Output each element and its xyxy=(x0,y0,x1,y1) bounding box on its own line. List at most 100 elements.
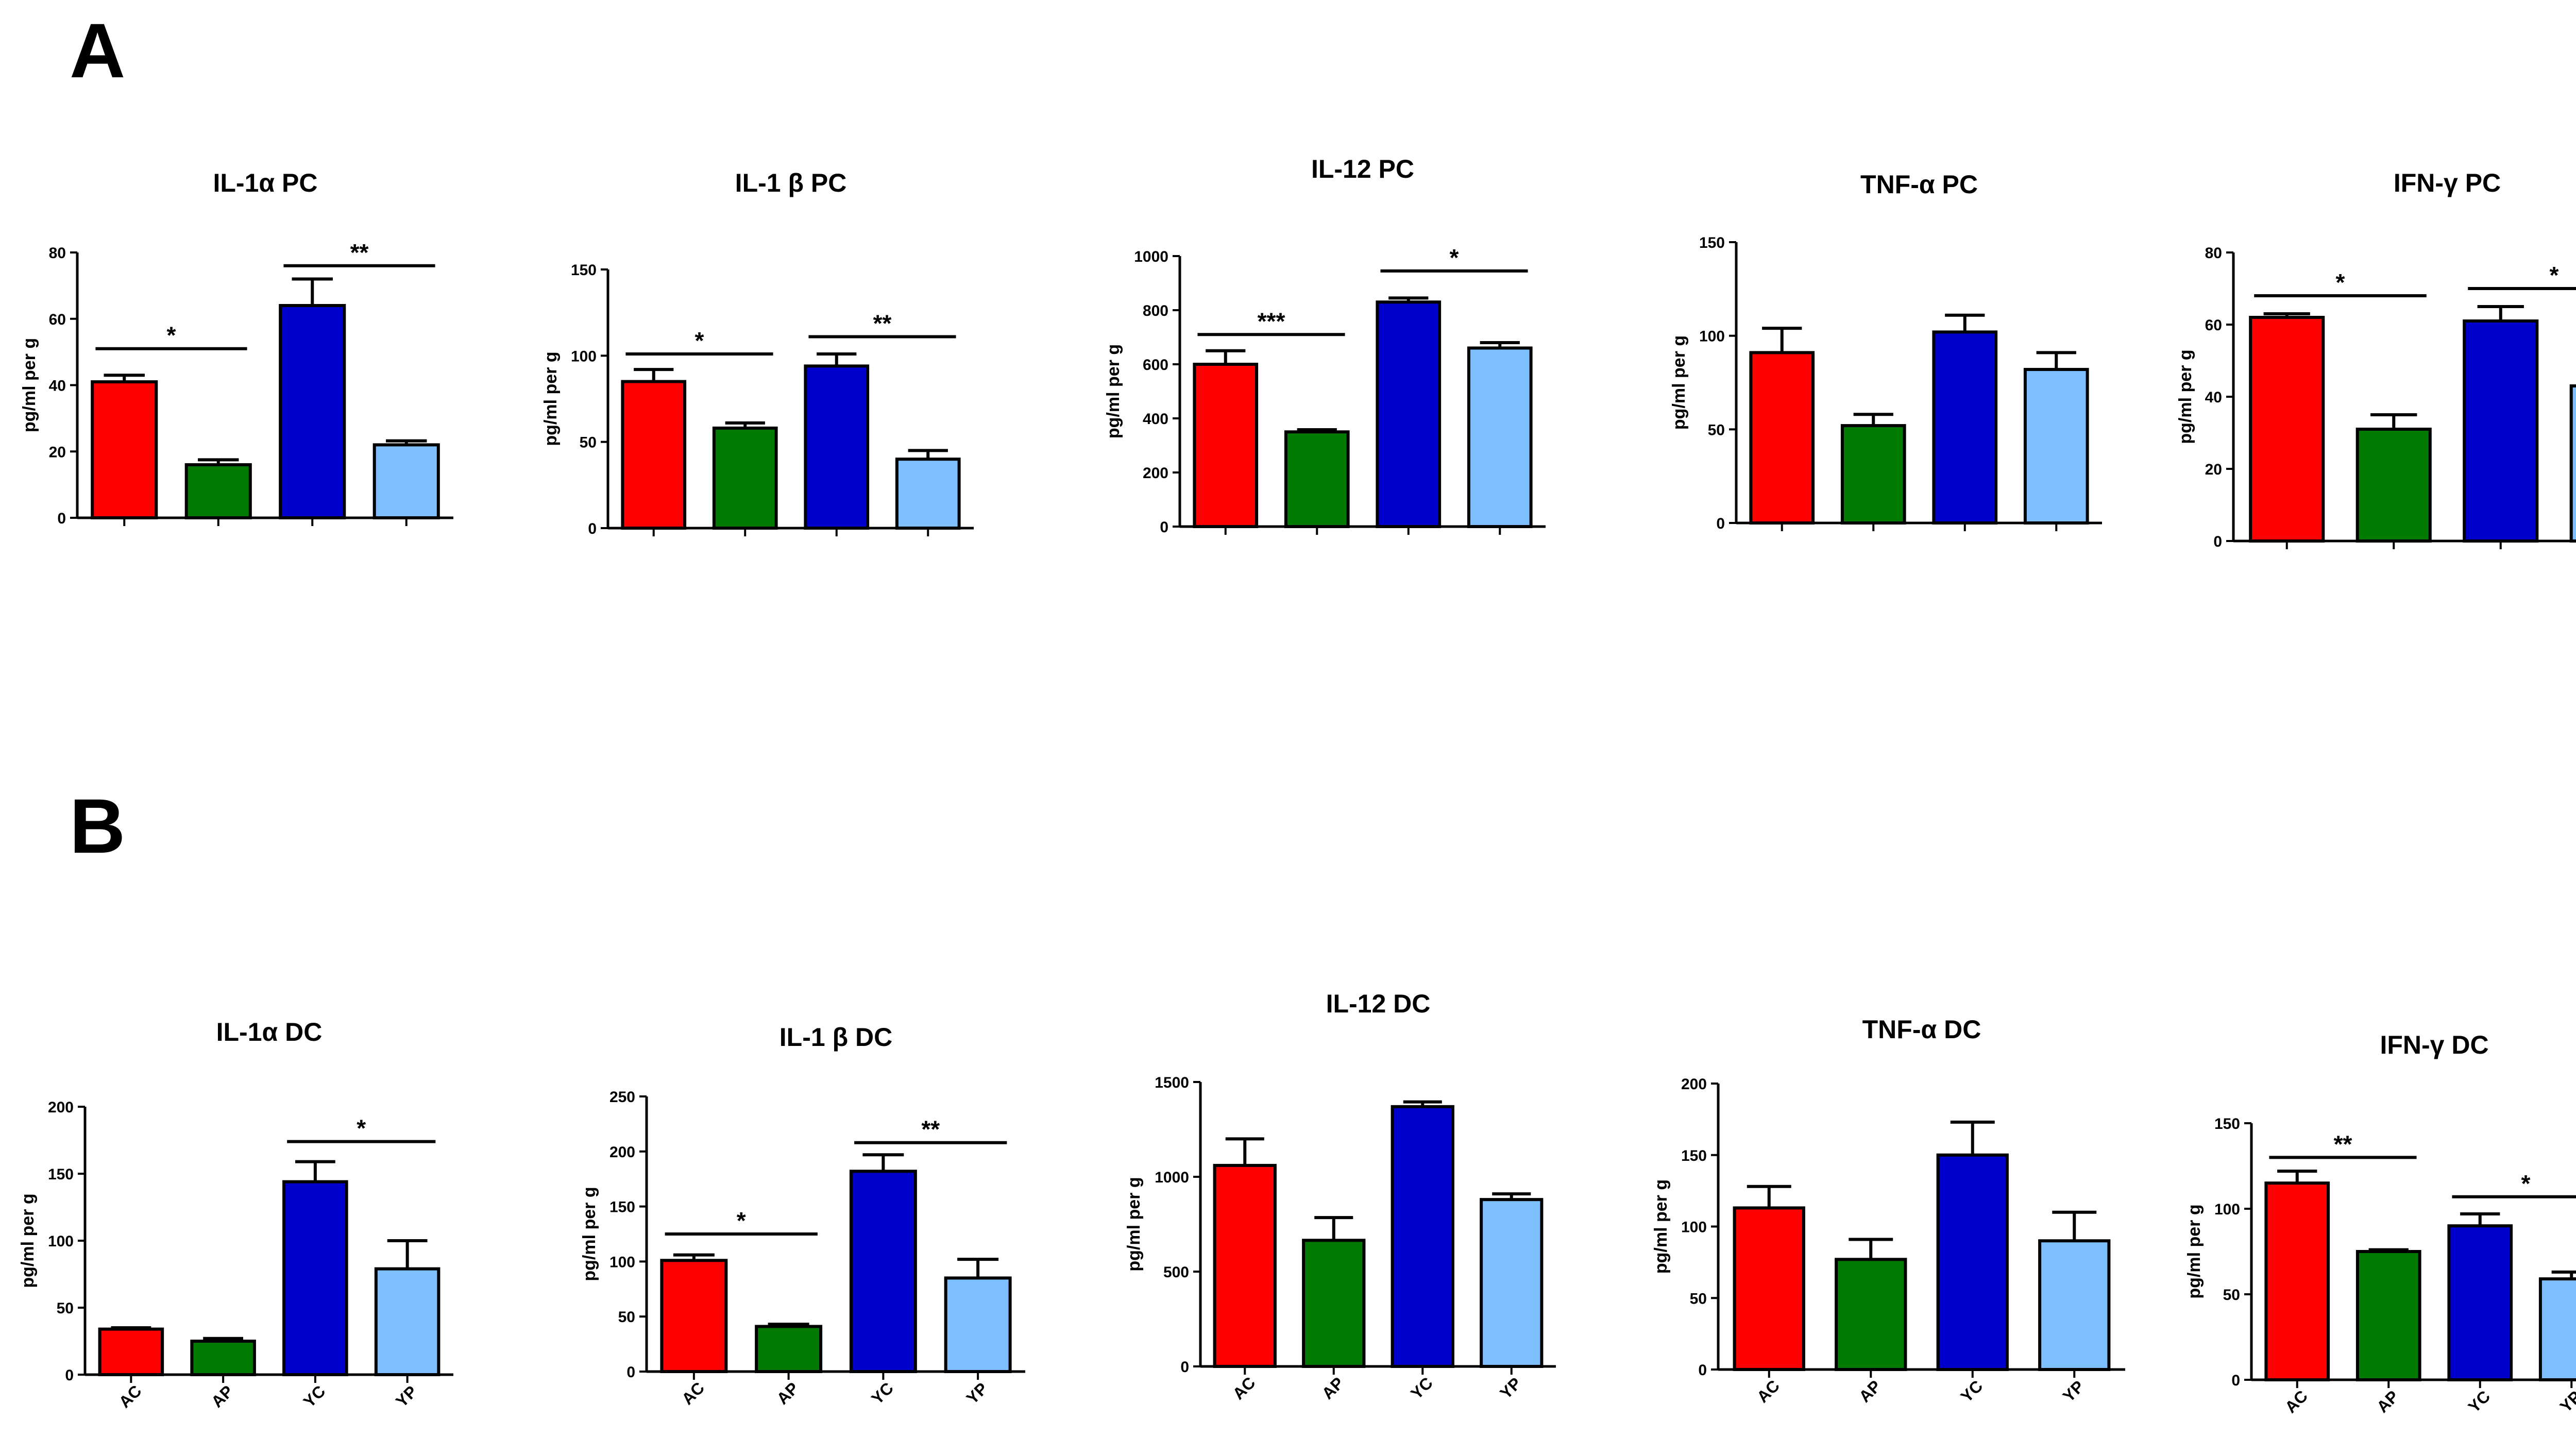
y-tick-label: 400 xyxy=(1143,411,1168,428)
x-category-label: YC xyxy=(1957,1377,1987,1406)
x-category-label: AC xyxy=(2281,1387,2311,1416)
y-tick-label: 0 xyxy=(1160,519,1168,536)
y-tick-label: 0 xyxy=(1698,1362,1707,1379)
chart-title: IL-1α DC xyxy=(216,1018,323,1046)
significance-label: ** xyxy=(873,310,892,337)
y-tick-label: 1000 xyxy=(1155,1169,1189,1186)
bar-ac xyxy=(98,1327,164,1377)
y-tick-label: 50 xyxy=(618,1309,635,1326)
chart-title: IL-1 β PC xyxy=(735,168,847,197)
x-category-label: AP xyxy=(773,1379,802,1408)
bar-ap xyxy=(184,463,252,519)
significance-label: *** xyxy=(1258,308,1285,334)
y-tick-label: 100 xyxy=(2214,1201,2240,1218)
y-tick-label: 100 xyxy=(1681,1219,1707,1236)
bar-ap xyxy=(1835,1258,1907,1371)
significance-label: * xyxy=(357,1115,366,1142)
bar-ap xyxy=(1840,424,1906,525)
y-axis-label: pg/ml per g xyxy=(580,1187,599,1281)
chart-title: IL-12 DC xyxy=(1326,989,1431,1018)
x-category-label: YP xyxy=(963,1379,992,1408)
x-category-label: AP xyxy=(2373,1387,2402,1416)
y-axis-label: pg/ml per g xyxy=(1669,335,1689,430)
y-tick-label: 250 xyxy=(609,1089,635,1106)
significance-label: ** xyxy=(2334,1130,2352,1157)
x-category-label: AC xyxy=(1229,1373,1259,1403)
significance-label: * xyxy=(1450,244,1459,271)
chart-title: TNF-α PC xyxy=(1860,170,1978,199)
x-category-label: AP xyxy=(1318,1374,1348,1403)
chart-title: IFN-γ PC xyxy=(2394,168,2501,197)
y-tick-label: 60 xyxy=(49,311,66,328)
bar-ap xyxy=(1302,1239,1366,1368)
bar-ac xyxy=(2249,316,2325,543)
y-axis-label: pg/ml per g xyxy=(1124,1177,1144,1271)
y-tick-label: 50 xyxy=(1690,1290,1707,1307)
y-tick-label: 40 xyxy=(2205,389,2222,406)
significance-label: * xyxy=(2521,1170,2531,1197)
y-tick-label: 50 xyxy=(580,434,597,451)
chart-9: TNF-α DC 0 50 100 150 200 pg/ml per g AC AP YC YP xyxy=(1651,1015,2125,1406)
significance-label: * xyxy=(695,327,704,354)
x-category-label: YC xyxy=(1407,1374,1436,1403)
y-tick-label: 150 xyxy=(571,262,597,279)
y-tick-label: 20 xyxy=(49,444,66,461)
bar-ac xyxy=(1749,351,1815,525)
bar-yc xyxy=(282,1180,348,1377)
bar-yc xyxy=(1391,1105,1454,1368)
chart-title: IL-1α PC xyxy=(213,168,318,197)
y-tick-label: 150 xyxy=(2214,1115,2240,1132)
x-category-label: AC xyxy=(678,1378,708,1408)
bar-yp xyxy=(2038,1239,2111,1371)
y-tick-label: 0 xyxy=(57,510,66,527)
y-axis-label: pg/ml per g xyxy=(541,351,561,446)
y-tick-label: 500 xyxy=(1163,1264,1189,1281)
significance-label: ** xyxy=(350,239,369,266)
y-tick-label: 200 xyxy=(1143,465,1168,482)
y-tick-label: 0 xyxy=(2231,1372,2240,1389)
panel-letter-a: A xyxy=(70,7,125,94)
chart-5: IFN-γ PC 0 20 40 60 80 pg/ml per g * * xyxy=(2176,168,2576,550)
chart-title: IL-12 PC xyxy=(1311,155,1414,183)
bar-yc xyxy=(279,304,346,519)
y-tick-label: 60 xyxy=(2205,317,2222,334)
y-tick-label: 200 xyxy=(609,1144,635,1161)
bar-yc xyxy=(804,364,870,530)
significance-label: * xyxy=(2550,262,2559,289)
y-tick-label: 800 xyxy=(1143,302,1168,319)
bar-yc xyxy=(1376,300,1442,528)
bar-ap xyxy=(2355,1250,2421,1381)
chart-6: IL-1α DC 0 50 100 150 200 pg/ml per g AC AP YC YP * xyxy=(18,1018,453,1411)
bar-ap xyxy=(1284,430,1350,528)
y-tick-label: 40 xyxy=(49,378,66,395)
y-tick-label: 600 xyxy=(1143,357,1168,374)
y-tick-label: 0 xyxy=(626,1364,635,1381)
y-tick-label: 50 xyxy=(1708,421,1725,438)
bar-yp xyxy=(2569,384,2576,543)
bar-ac xyxy=(1193,363,1259,528)
bar-yp xyxy=(2023,368,2089,525)
y-tick-label: 0 xyxy=(1180,1359,1189,1376)
x-category-label: YP xyxy=(2556,1387,2576,1416)
bar-yp xyxy=(372,443,440,519)
y-tick-label: 100 xyxy=(48,1233,74,1250)
x-category-label: YC xyxy=(868,1379,897,1408)
y-axis-label: pg/ml per g xyxy=(1651,1179,1671,1274)
bar-ap xyxy=(755,1325,823,1374)
y-axis-label: pg/ml per g xyxy=(1104,344,1123,438)
panel-letter-b: B xyxy=(70,783,125,869)
y-tick-label: 100 xyxy=(571,348,597,365)
y-tick-label: 1500 xyxy=(1155,1074,1189,1091)
y-tick-label: 100 xyxy=(1699,328,1725,345)
y-tick-label: 50 xyxy=(57,1300,74,1317)
chart-7: IL-1 β DC 0 50 100 150 200 250 pg/ml per g AC AP Y… xyxy=(580,1023,1025,1408)
bar-yp xyxy=(1480,1198,1544,1368)
bar-yc xyxy=(1932,330,1998,525)
y-tick-label: 200 xyxy=(48,1099,74,1116)
chart-4: TNF-α PC 0 50 100 150 pg/ml per g xyxy=(1669,170,2102,532)
bar-ap xyxy=(2355,428,2432,543)
bar-yc xyxy=(2463,319,2539,543)
